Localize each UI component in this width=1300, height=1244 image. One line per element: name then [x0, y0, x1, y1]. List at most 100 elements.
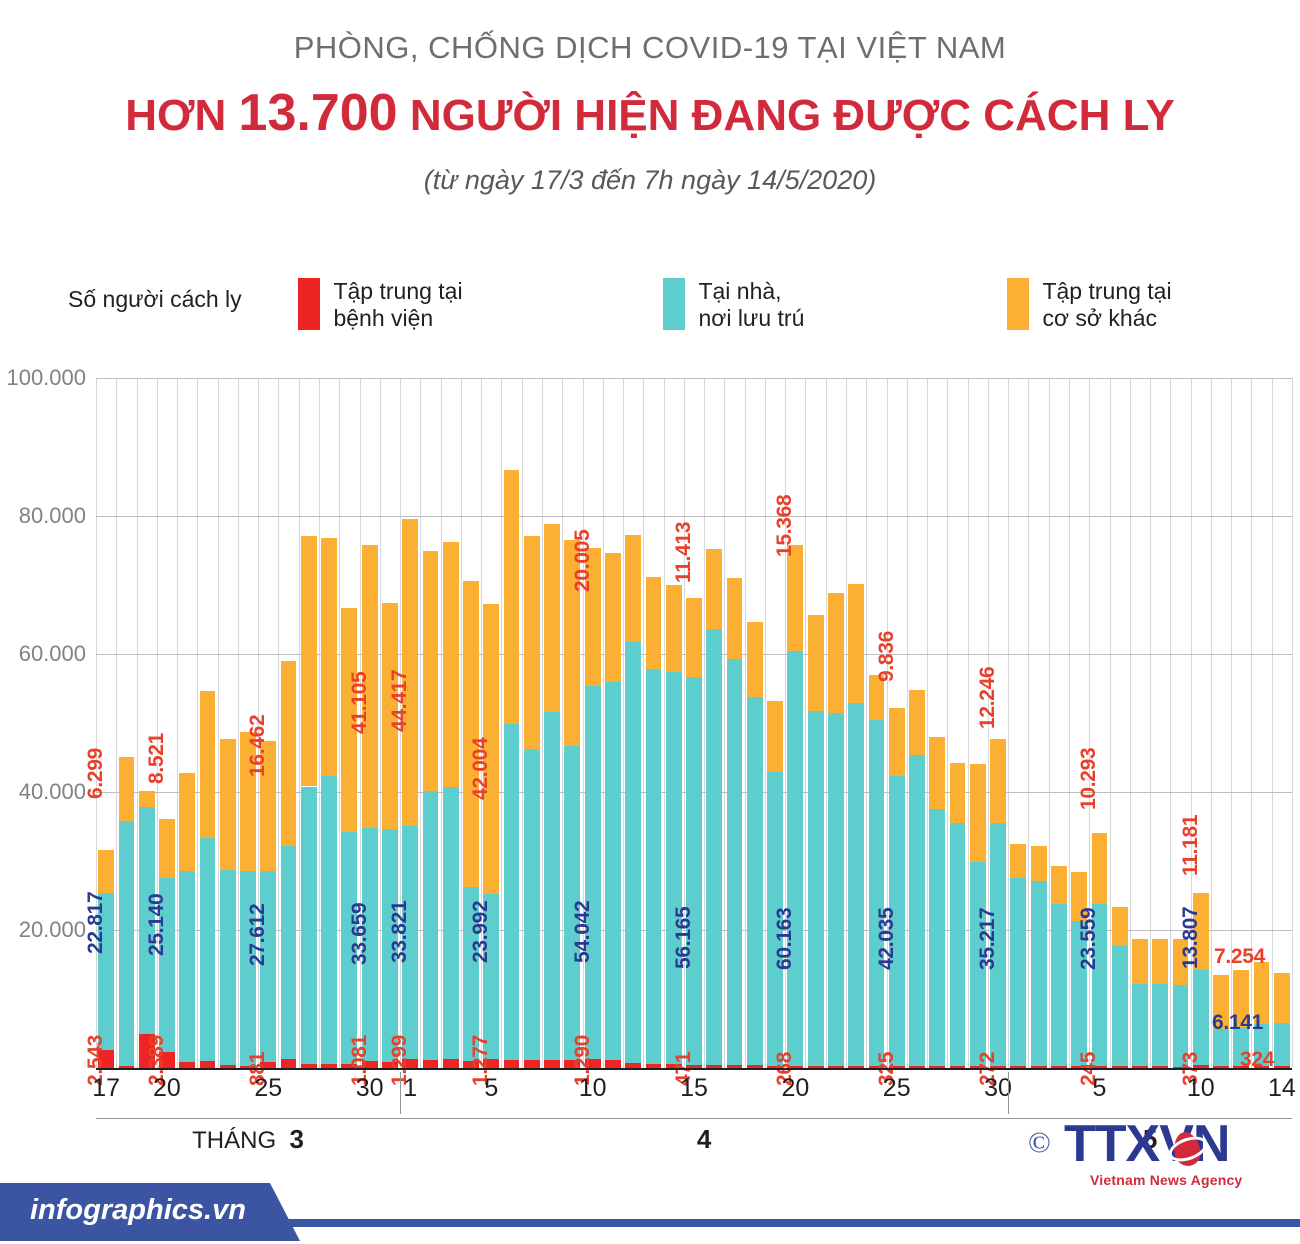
chart-bar[interactable]: [422, 551, 439, 1068]
bar-label-other: 11.413: [671, 521, 695, 584]
chart-bar[interactable]: [807, 614, 824, 1068]
chart-bar[interactable]: [1050, 866, 1067, 1068]
chart-bar[interactable]: [1132, 938, 1148, 1068]
chart-bar[interactable]: [888, 707, 905, 1068]
chart-bar[interactable]: [1111, 906, 1128, 1068]
chart-bar[interactable]: [827, 593, 844, 1068]
bar-segment-home: [767, 772, 783, 1066]
chart-bar[interactable]: [280, 660, 297, 1068]
chart-bar[interactable]: [1172, 938, 1189, 1068]
chart-bar[interactable]: [1030, 846, 1047, 1068]
chart-bar[interactable]: [564, 540, 581, 1068]
chart-bar[interactable]: [1152, 938, 1169, 1068]
chart-bar[interactable]: [382, 602, 398, 1068]
chart-bar[interactable]: [848, 583, 865, 1068]
bar-segment-home: [746, 696, 763, 1066]
bar-segment-other: [341, 608, 358, 833]
chart-bar[interactable]: [868, 674, 885, 1068]
x-axis-tick-label: 14: [1267, 1074, 1296, 1102]
chart-bar[interactable]: [463, 580, 479, 1068]
chart-bar[interactable]: [1192, 893, 1209, 1068]
chart-bar[interactable]: [179, 772, 196, 1068]
grid-line-vertical: [846, 378, 848, 1068]
chart-bar[interactable]: [483, 603, 500, 1068]
chart-bar[interactable]: [746, 622, 763, 1068]
grid-line-vertical: [1292, 378, 1293, 1068]
bar-segment-home: [909, 754, 925, 1066]
bar-segment-hospital: [564, 1059, 581, 1068]
chart-bar[interactable]: [665, 585, 682, 1068]
grid-line-vertical: [1210, 378, 1212, 1068]
bar-segment-home: [1010, 878, 1027, 1067]
chart-bar[interactable]: [949, 763, 966, 1068]
chart-bar[interactable]: [990, 738, 1006, 1068]
chart-bar[interactable]: [442, 541, 459, 1068]
chart-bar[interactable]: [969, 763, 986, 1068]
chart-bar[interactable]: [402, 519, 419, 1068]
chart-bar[interactable]: [98, 849, 115, 1068]
chart-bar[interactable]: [726, 578, 743, 1068]
chart-bar[interactable]: [138, 791, 155, 1068]
chart-bar[interactable]: [1233, 969, 1250, 1068]
chart-bar[interactable]: [1091, 832, 1108, 1068]
bar-segment-home: [159, 878, 175, 1052]
chart-bar[interactable]: [1010, 843, 1027, 1068]
bar-segment-hospital: [382, 1062, 398, 1068]
bar-segment-home: [1091, 903, 1108, 1067]
chart-bar[interactable]: [909, 690, 925, 1068]
chart-bar[interactable]: [159, 819, 175, 1068]
chart-bar[interactable]: [260, 741, 277, 1068]
bar-segment-other: [665, 585, 682, 672]
bar-segment-home: [665, 671, 682, 1065]
grid-line-vertical: [724, 378, 726, 1068]
bar-segment-hospital: [625, 1063, 642, 1068]
bar-label-home: 22.817: [84, 892, 108, 955]
bar-segment-hospital: [726, 1065, 743, 1068]
chart-bar[interactable]: [1253, 962, 1270, 1068]
page-title: HƠN 13.700 NGƯỜI HIỆN ĐANG ĐƯỢC CÁCH LY: [0, 83, 1300, 143]
bar-segment-hospital: [990, 1066, 1006, 1068]
chart-bar[interactable]: [625, 535, 642, 1068]
bar-segment-home: [1152, 984, 1169, 1067]
chart-bar[interactable]: [219, 739, 236, 1068]
bar-segment-other: [1071, 872, 1088, 921]
chart-bar[interactable]: [341, 608, 358, 1068]
bar-label-home: 6.141: [1211, 1011, 1264, 1035]
chart-bar[interactable]: [605, 553, 621, 1068]
chart-bar[interactable]: [584, 548, 601, 1068]
chart-bar[interactable]: [118, 757, 135, 1068]
chart-bar[interactable]: [1213, 975, 1229, 1068]
bar-segment-home: [240, 870, 256, 1066]
chart-bar[interactable]: [1273, 973, 1290, 1068]
bar-segment-home: [422, 791, 439, 1060]
bar-segment-hospital: [665, 1064, 682, 1068]
grid-line-vertical: [1069, 378, 1071, 1068]
grid-line-horizontal: [96, 378, 1292, 379]
chart-bar[interactable]: [361, 544, 378, 1068]
chart-bar[interactable]: [1071, 872, 1088, 1068]
chart-bar[interactable]: [929, 737, 946, 1068]
bar-segment-other: [949, 763, 966, 824]
chart-bar[interactable]: [767, 700, 783, 1068]
bar-segment-hospital: [442, 1059, 459, 1068]
chart-bar[interactable]: [544, 523, 560, 1068]
month-separator: [400, 1072, 402, 1114]
chart-bar[interactable]: [787, 545, 804, 1068]
chart-bar[interactable]: [503, 470, 520, 1068]
bar-segment-other: [1192, 893, 1209, 971]
bar-segment-other: [848, 583, 865, 703]
bar-segment-home: [645, 668, 662, 1064]
chart-bar[interactable]: [645, 577, 662, 1068]
chart-bar[interactable]: [240, 731, 256, 1068]
bar-segment-other: [909, 690, 925, 755]
chart-bar[interactable]: [321, 537, 337, 1068]
bar-segment-other: [219, 739, 236, 870]
bar-segment-hospital: [503, 1059, 520, 1068]
chart-bar[interactable]: [199, 690, 216, 1068]
chart-bar[interactable]: [706, 548, 723, 1068]
bar-segment-hospital: [807, 1065, 824, 1068]
chart-bar[interactable]: [300, 536, 317, 1068]
chart-bar[interactable]: [686, 598, 702, 1068]
bar-segment-hospital: [949, 1065, 966, 1068]
chart-bar[interactable]: [523, 536, 540, 1068]
